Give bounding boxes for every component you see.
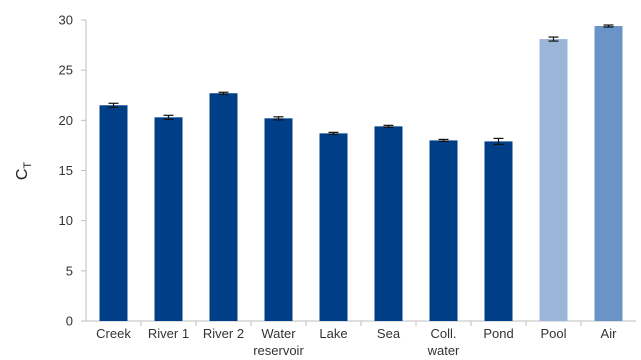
- x-tick-label: Coll. water: [427, 326, 460, 358]
- y-tick-label: 5: [66, 263, 73, 278]
- y-tick-label: 30: [59, 13, 73, 28]
- bar: [594, 26, 623, 322]
- x-tick-label: River 2: [203, 326, 244, 341]
- x-tick-label: Sea: [377, 326, 401, 341]
- bar: [374, 126, 403, 321]
- bar: [99, 105, 128, 322]
- y-tick-label: 20: [59, 113, 73, 128]
- y-ticks: 0 5 10 15 20 25 30: [59, 13, 86, 329]
- y-tick-label: 0: [66, 314, 73, 329]
- bar: [209, 93, 238, 321]
- y-tick-label: 15: [59, 163, 73, 178]
- x-tick-label: Pool: [540, 326, 566, 341]
- y-axis-title-main: C: [14, 169, 31, 181]
- error-bar: [438, 138, 449, 143]
- error-bar: [218, 91, 229, 95]
- x-tick-label: Water reservoir: [253, 326, 304, 358]
- bar: [319, 133, 348, 321]
- bars: [99, 26, 623, 322]
- x-tick-label: Air: [601, 326, 618, 341]
- x-tick-label: River 1: [148, 326, 189, 341]
- x-tick-label: Lake: [319, 326, 347, 341]
- error-bar: [493, 137, 504, 146]
- y-axis-title: CT: [14, 162, 34, 181]
- error-bars: [108, 24, 614, 146]
- y-tick-label: 10: [59, 213, 73, 228]
- error-bar: [328, 131, 339, 135]
- bar: [539, 39, 568, 322]
- x-tick-labels: Creek River 1 River 2 Water reservoir Lake Sea…: [96, 321, 617, 358]
- y-axis-title-subscript: T: [22, 162, 34, 169]
- error-bar: [163, 114, 174, 120]
- x-tick-label: Pond: [483, 326, 513, 341]
- bar: [429, 140, 458, 321]
- error-bar: [603, 24, 614, 28]
- error-bar: [273, 116, 284, 121]
- bar: [154, 117, 183, 321]
- bar: [484, 141, 513, 321]
- bar: [264, 118, 293, 322]
- error-bar: [383, 124, 394, 128]
- y-tick-label: 25: [59, 63, 73, 78]
- error-bar: [108, 102, 119, 108]
- error-bar: [548, 36, 559, 42]
- x-tick-label: Creek: [96, 326, 131, 341]
